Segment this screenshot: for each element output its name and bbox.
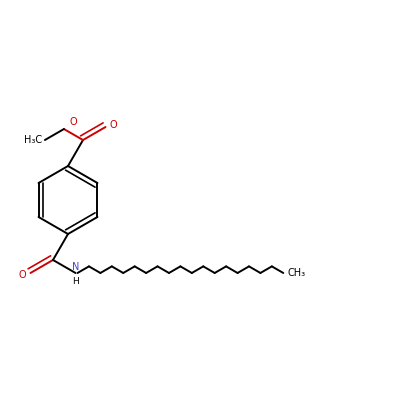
Text: H₃C: H₃C <box>24 135 42 145</box>
Text: CH₃: CH₃ <box>287 268 306 278</box>
Text: H: H <box>72 277 79 286</box>
Text: O: O <box>19 270 26 280</box>
Text: N: N <box>72 262 79 272</box>
Text: O: O <box>110 120 117 130</box>
Text: O: O <box>70 117 77 127</box>
